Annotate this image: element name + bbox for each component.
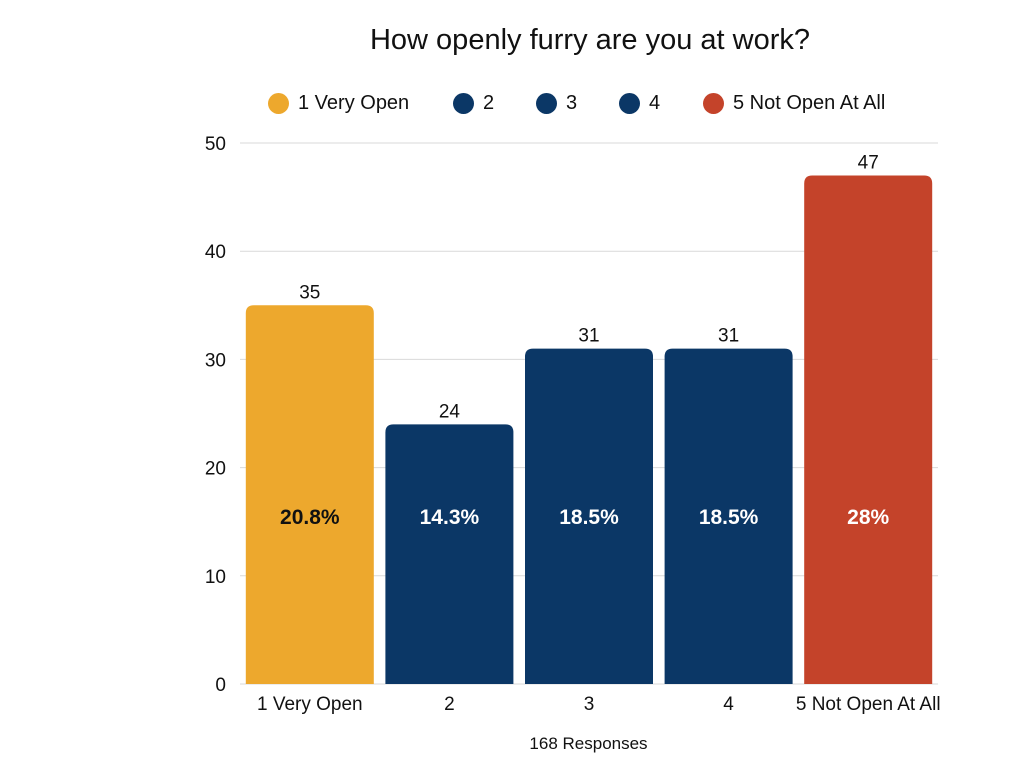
bar — [385, 424, 514, 684]
legend-item: 3 — [536, 89, 577, 117]
legend-swatch — [268, 92, 289, 114]
bar-value-label: 31 — [578, 326, 599, 347]
legend-item: 4 — [619, 89, 660, 117]
x-tick-label: 3 — [584, 694, 595, 715]
bar-value-label: 47 — [858, 152, 879, 173]
y-tick-label: 20 — [205, 459, 226, 480]
legend-label: 1 Very Open — [298, 91, 410, 114]
x-tick-label: 4 — [723, 694, 734, 715]
y-tick-label: 10 — [205, 567, 226, 588]
legend-swatch — [453, 92, 474, 114]
bar-percent-label: 28% — [847, 506, 889, 529]
bar-value-label: 35 — [299, 282, 320, 303]
legend-item: 5 Not Open At All — [703, 89, 885, 117]
legend-swatch — [536, 92, 557, 114]
bar — [664, 348, 793, 684]
legend-swatch — [703, 92, 724, 114]
legend-label: 2 — [483, 91, 495, 114]
bar-value-label: 31 — [718, 326, 739, 347]
bar — [245, 305, 374, 684]
bar-percent-label: 18.5% — [699, 506, 759, 529]
x-tick-label: 5 Not Open At All — [796, 694, 941, 715]
x-axis-label: 168 Responses — [529, 734, 648, 753]
y-tick-label: 50 — [205, 134, 226, 155]
legend-item: 1 Very Open — [268, 89, 409, 117]
legend-label: 5 Not Open At All — [733, 91, 886, 114]
chart-title: How openly furry are you at work? — [369, 24, 811, 56]
bar — [525, 348, 653, 684]
legend-item: 2 — [453, 89, 494, 117]
y-tick-label: 0 — [215, 675, 226, 696]
bar — [804, 175, 933, 684]
y-tick-label: 30 — [205, 350, 226, 371]
legend-label: 3 — [566, 91, 578, 114]
legend: 1 Very Open 2 3 4 5 Not Open At All — [0, 89, 1024, 117]
bar-percent-label: 20.8% — [280, 506, 340, 529]
y-tick-label: 40 — [205, 242, 226, 263]
bar-value-label: 24 — [439, 401, 461, 422]
bar-percent-label: 18.5% — [559, 506, 619, 529]
legend-swatch — [619, 92, 640, 114]
x-tick-label: 1 Very Open — [257, 694, 363, 715]
x-tick-label: 2 — [444, 694, 455, 715]
legend-label: 4 — [649, 91, 661, 114]
bar-percent-label: 14.3% — [420, 506, 480, 529]
